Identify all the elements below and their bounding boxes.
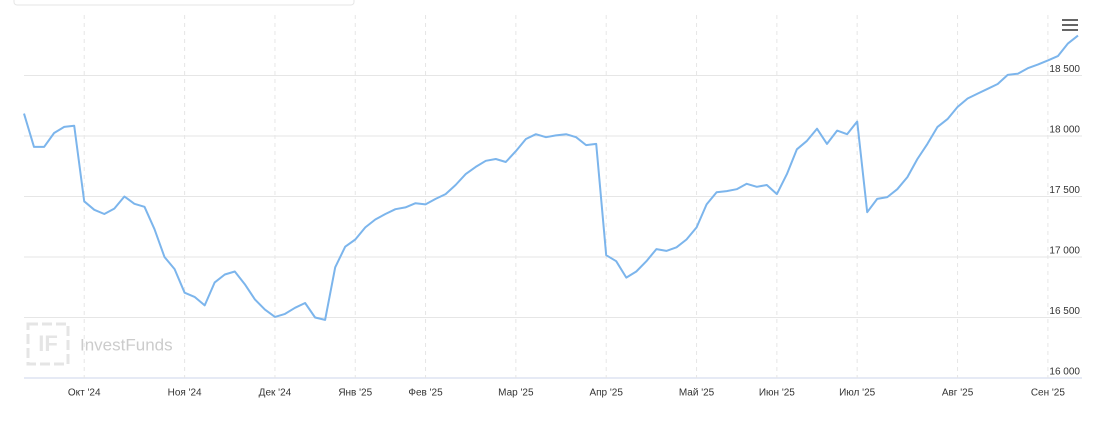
x-tick-label: Ноя '24 (168, 388, 202, 399)
logo-frame (26, 322, 70, 366)
watermark: InvestFunds (80, 335, 173, 354)
x-tick-label: Апр '25 (589, 388, 623, 399)
x-tick-label: Сен '25 (1031, 388, 1066, 399)
x-tick-label: Янв '25 (338, 388, 372, 399)
x-tick-label: Май '25 (679, 388, 715, 399)
x-tick-label: Дек '24 (259, 388, 292, 399)
y-tick-label: 18 500 (1049, 64, 1080, 75)
x-tick-label: Июн '25 (759, 388, 795, 399)
menu-bar (1062, 19, 1078, 21)
logo-mark: IF (38, 331, 58, 356)
menu-button[interactable] (1062, 19, 1078, 31)
y-tick-label: 17 500 (1049, 185, 1080, 196)
y-tick-label: 16 500 (1049, 306, 1080, 317)
x-tick-label: Авг '25 (942, 388, 974, 399)
x-tick-label: Мар '25 (498, 388, 534, 399)
price-line (23, 34, 1079, 321)
menu-bar (1062, 24, 1078, 26)
y-tick-label: 17 000 (1049, 246, 1080, 257)
menu-bar (1062, 29, 1078, 31)
x-tick-label: Окт '24 (68, 388, 101, 399)
y-tick-label: 16 000 (1049, 367, 1080, 378)
watermark-logo: IF (26, 322, 70, 366)
y-tick-label: 18 000 (1049, 125, 1080, 136)
x-tick-label: Июл '25 (839, 388, 876, 399)
input-box (13, 0, 355, 6)
x-tick-label: Фев '25 (408, 388, 443, 399)
